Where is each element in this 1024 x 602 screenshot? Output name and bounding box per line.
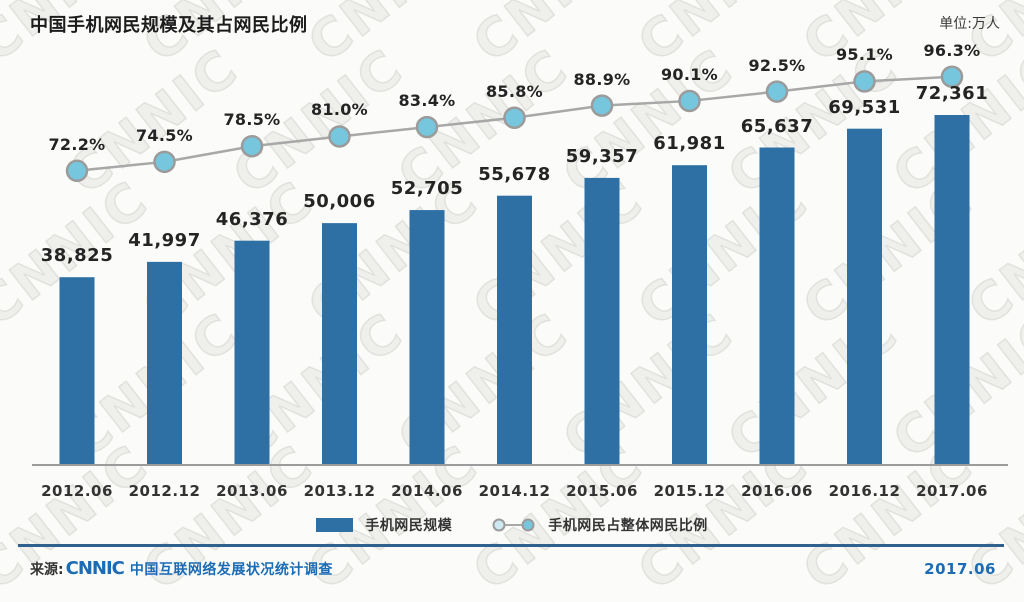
line-series-label: 手机网民占整体网民比例 [548,518,708,534]
pct-value-label: 88.9% [573,69,631,89]
source-line: 来源: CNNIC 中国互联网络发展状况统计调查 [30,558,333,579]
source-name: 中国互联网络发展状况统计调查 [129,561,333,578]
pct-value-label: 81.0% [310,100,368,120]
bar-value-label: 55,678 [478,163,551,185]
pct-value-label: 96.3% [923,40,981,60]
bar-value-label: 61,981 [653,133,726,155]
pct-value-label: 78.5% [223,110,281,130]
bar-2012.12 [147,261,182,465]
line-marker-2012.12 [153,150,176,174]
pct-value-label: 72.2% [48,134,106,154]
line-marker-2013.06 [240,134,264,158]
line-marker-2015.06 [590,94,614,117]
bar-value-label: 72,361 [915,83,989,104]
footer: 来源: CNNIC 中国互联网络发展状况统计调查 2017.06 [30,558,996,579]
x-axis-label: 2014.06 [391,482,463,500]
x-axis-label: 2012.12 [128,482,201,500]
bar-value-label: 41,997 [128,229,201,251]
bar-value-label: 50,006 [303,191,376,213]
bar-value-label: 52,705 [390,178,464,200]
pct-value-label: 92.5% [748,55,806,75]
bar-series-label: 手机网民规模 [365,518,453,534]
pct-value-label: 74.5% [135,125,193,145]
source-prefix: 来源: [30,561,64,578]
pct-value-label: 85.8% [485,81,543,101]
bar-2014.12 [497,195,532,465]
bar-value-label: 59,357 [565,145,639,167]
bar-2013.06 [234,240,270,465]
page-title: 中国手机网民规模及其占网民比例 [30,15,308,36]
legend: 手机网民规模 手机网民占整体网民比例 [0,515,1024,535]
cnnic-logo: CNNIC [65,558,125,579]
bar-2012.06 [59,277,95,465]
footer-divider [18,544,1004,547]
x-axis-label: 2013.12 [303,482,376,500]
bar-value-label: 65,637 [740,115,814,137]
line-marker-2015.12 [678,89,701,113]
pct-value-label: 95.1% [835,45,893,65]
x-axis-label: 2015.12 [653,482,726,500]
line-marker-2016.12 [853,70,876,93]
x-axis-label: 2014.12 [478,482,551,500]
line-marker-2014.06 [415,115,439,139]
x-axis-label: 2015.06 [566,482,638,500]
line-marker-2014.12 [503,106,526,129]
bar-value-label: 46,376 [215,208,289,230]
unit-label: 单位:万人 [939,16,1000,32]
pct-value-label: 83.4% [398,91,456,111]
bar-value-label: 69,531 [828,96,901,118]
bar-series-swatch [316,518,354,532]
x-axis-label: 2016.06 [741,482,813,500]
bar-2016.12 [847,128,882,466]
x-axis-label: 2013.06 [216,482,288,500]
line-marker-2016.06 [765,80,789,103]
report-date: 2017.06 [924,559,996,578]
x-axis-label: 2016.12 [828,482,901,500]
bar-2013.12 [322,223,357,465]
line-series-marker-icon [492,517,536,533]
bar-value-label: 38,825 [40,245,114,267]
bar-2015.06 [584,177,620,465]
bar-2016.06 [759,147,795,465]
line-marker-2012.06 [65,159,89,183]
x-axis-label: 2017.06 [916,482,988,500]
bar-2017.06 [934,115,970,465]
bar-2015.12 [672,165,707,465]
pct-value-label: 90.1% [660,64,718,84]
x-axis-label: 2012.06 [41,482,113,500]
line-marker-2017.06 [940,65,964,88]
line-marker-2013.12 [328,125,351,148]
bar-2014.06 [409,210,445,465]
